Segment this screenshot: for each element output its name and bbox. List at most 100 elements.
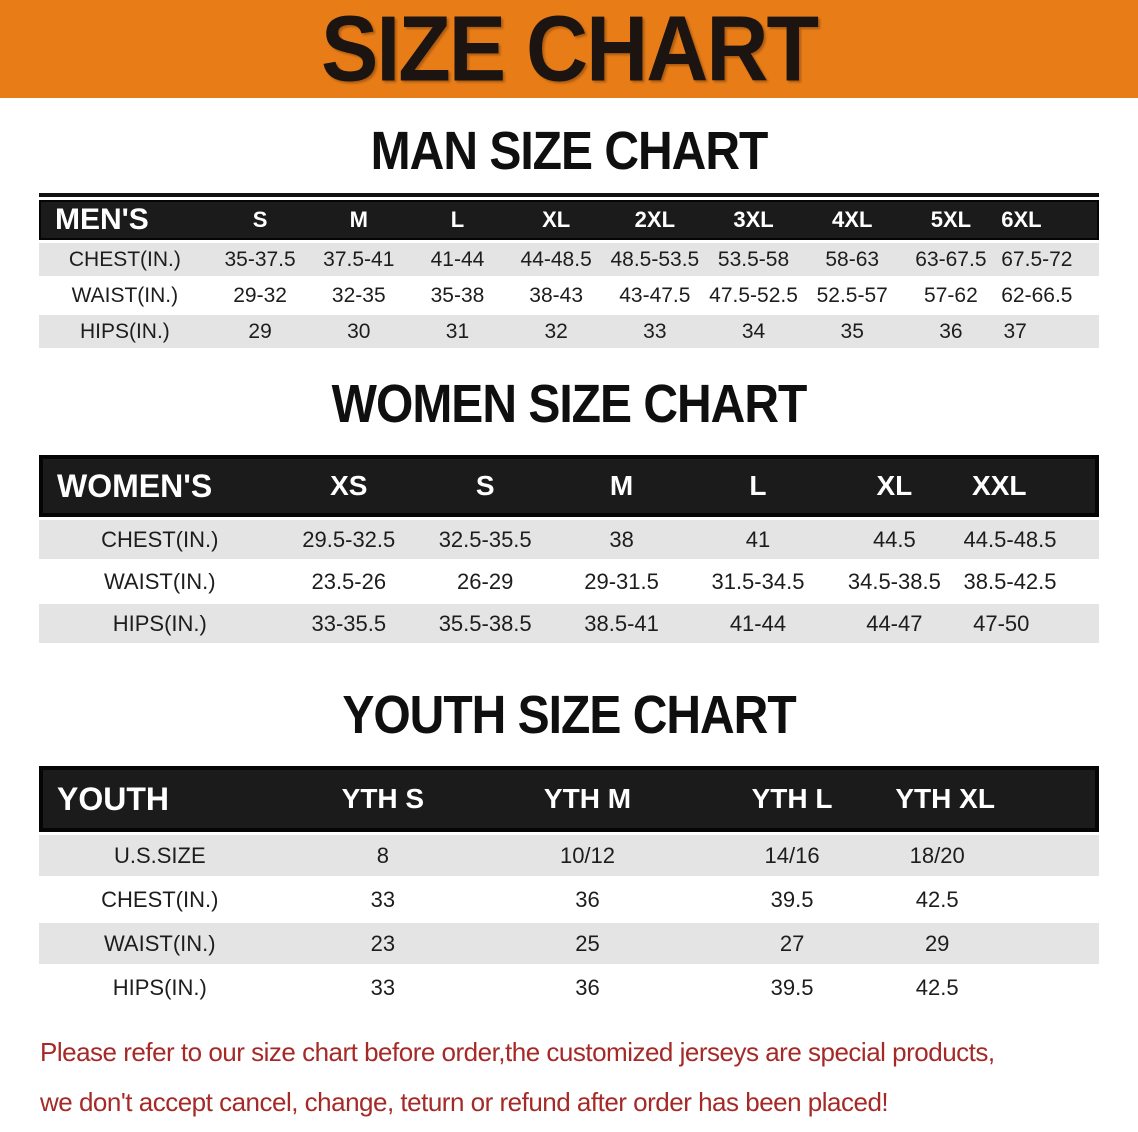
cell-value: 47-50: [962, 604, 1099, 643]
row-label: U.S.SIZE: [39, 835, 281, 876]
cell-value: 36: [901, 315, 1001, 348]
page-title: SIZE CHART: [321, 0, 819, 101]
disclaimer-line-2: we don't accept cancel, change, teturn o…: [40, 1087, 889, 1117]
table-header-row: YOUTH YTH S YTH M YTH L YTH XL: [39, 766, 1099, 832]
column-header: S: [210, 200, 310, 240]
cell-value: 42.5: [894, 967, 1099, 1008]
row-label: HIPS(IN.): [39, 967, 281, 1008]
cell-value: 29: [210, 315, 310, 348]
table-row: U.S.SIZE 8 10/12 14/16 18/20: [39, 835, 1099, 876]
cell-value: 29: [894, 923, 1099, 964]
column-header: L: [408, 200, 507, 240]
column-header: XL: [506, 200, 606, 240]
column-header: 2XL: [605, 200, 705, 240]
cell-value: 44.5-48.5: [962, 520, 1099, 559]
cell-value: 10/12: [485, 835, 690, 876]
table-row: WAIST(IN.) 23 25 27 29: [39, 923, 1099, 964]
table-row: CHEST(IN.) 35-37.5 37.5-41 41-44 44-48.5 48.5…: [39, 243, 1099, 276]
cell-value: 27: [689, 923, 895, 964]
cell-value: 29-31.5: [553, 562, 690, 601]
cell-value: 44-47: [826, 604, 963, 643]
cell-value: 58-63: [802, 243, 902, 276]
row-label: HIPS(IN.): [39, 315, 211, 348]
cell-value: 18/20: [894, 835, 1099, 876]
cell-value: 35-38: [408, 279, 507, 312]
cell-value: 41-44: [689, 604, 827, 643]
column-header: M: [309, 200, 409, 240]
cell-value: 62-66.5: [1000, 279, 1099, 312]
table-row: CHEST(IN.) 33 36 39.5 42.5: [39, 879, 1099, 920]
row-label: WAIST(IN.): [39, 562, 281, 601]
cell-value: 38: [553, 520, 690, 559]
column-header: XL: [826, 455, 963, 517]
cell-value: 30: [309, 315, 409, 348]
cell-value: 29.5-32.5: [280, 520, 417, 559]
cell-value: 25: [485, 923, 690, 964]
cell-value: 39.5: [689, 967, 895, 1008]
cell-value: 36: [485, 967, 690, 1008]
cell-value: 33: [605, 315, 705, 348]
table-row: WAIST(IN.) 29-32 32-35 35-38 38-43 43-47.5 47.…: [39, 279, 1099, 312]
cell-value: 37.5-41: [309, 243, 409, 276]
column-header: YTH S: [280, 766, 486, 832]
cell-value: 14/16: [689, 835, 895, 876]
cell-value: 44-48.5: [506, 243, 606, 276]
cell-value: 31: [408, 315, 507, 348]
cell-value: 41-44: [408, 243, 507, 276]
youth-section-heading: YOUTH SIZE CHART: [342, 685, 796, 746]
cell-value: 47.5-52.5: [704, 279, 803, 312]
cell-value: 38.5-42.5: [962, 562, 1099, 601]
column-header: S: [416, 455, 554, 517]
column-header: 4XL: [802, 200, 902, 240]
cell-value: 34.5-38.5: [826, 562, 963, 601]
column-header: 6XL: [1000, 200, 1099, 240]
table-row: CHEST(IN.) 29.5-32.5 32.5-35.5 38 41 44.5 44.5…: [39, 520, 1099, 559]
cell-value: 29-32: [210, 279, 310, 312]
title-banner: SIZE CHART: [0, 0, 1138, 100]
table-header-row: WOMEN'S XS S M L XL XXL: [39, 455, 1099, 517]
row-label: WAIST(IN.): [39, 279, 211, 312]
cell-value: 8: [280, 835, 486, 876]
column-header: XXL: [962, 455, 1099, 517]
cell-value: 32.5-35.5: [416, 520, 554, 559]
table-title: WOMEN'S: [39, 455, 281, 517]
men-section-heading: MAN SIZE CHART: [370, 121, 769, 182]
cell-value: 38-43: [506, 279, 606, 312]
cell-value: 38.5-41: [553, 604, 690, 643]
cell-value: 53.5-58: [704, 243, 803, 276]
column-header: YTH L: [689, 766, 895, 832]
youth-size-table: YOUTH YTH S YTH M YTH L YTH XL U.S.SIZE 8 10/12…: [39, 763, 1099, 1011]
cell-value: 26-29: [416, 562, 554, 601]
women-section-heading: WOMEN SIZE CHART: [331, 374, 808, 435]
cell-value: 33-35.5: [280, 604, 417, 643]
size-table: WOMEN'S XS S M L XL XXL CHEST(IN.) 29.5-32.5 32.5…: [39, 452, 1099, 646]
women-size-table: WOMEN'S XS S M L XL XXL CHEST(IN.) 29.5-32.5 32.5…: [39, 452, 1099, 646]
cell-value: 57-62: [901, 279, 1001, 312]
cell-value: 44.5: [826, 520, 963, 559]
cell-value: 48.5-53.5: [605, 243, 705, 276]
row-label: CHEST(IN.): [39, 243, 211, 276]
cell-value: 35-37.5: [210, 243, 310, 276]
cell-value: 37: [1000, 315, 1099, 348]
row-label: WAIST(IN.): [39, 923, 281, 964]
row-label: CHEST(IN.): [39, 520, 281, 559]
column-header: M: [553, 455, 690, 517]
cell-value: 52.5-57: [802, 279, 902, 312]
cell-value: 33: [280, 879, 486, 920]
table-title: MEN'S: [39, 200, 211, 240]
column-header: 5XL: [901, 200, 1001, 240]
cell-value: 43-47.5: [605, 279, 705, 312]
table-header-row: MEN'S S M L XL 2XL 3XL 4XL 5XL 6XL: [39, 200, 1099, 240]
row-label: HIPS(IN.): [39, 604, 281, 643]
cell-value: 42.5: [894, 879, 1099, 920]
disclaimer-text: Please refer to our size chart before or…: [40, 1027, 1138, 1127]
cell-value: 36: [485, 879, 690, 920]
column-header: XS: [280, 455, 417, 517]
cell-value: 31.5-34.5: [689, 562, 827, 601]
column-header: YTH XL: [894, 766, 1099, 832]
cell-value: 33: [280, 967, 486, 1008]
table-row: WAIST(IN.) 23.5-26 26-29 29-31.5 31.5-34.5 34…: [39, 562, 1099, 601]
cell-value: 35: [802, 315, 902, 348]
cell-value: 39.5: [689, 879, 895, 920]
cell-value: 32: [506, 315, 606, 348]
